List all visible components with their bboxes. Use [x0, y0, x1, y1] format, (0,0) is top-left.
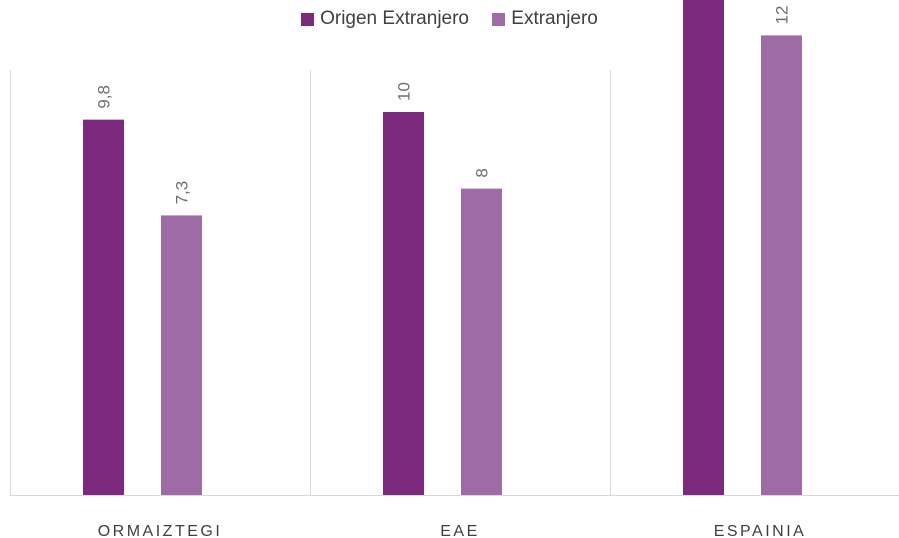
data-label: 12	[773, 5, 792, 24]
category-label: ESPAINIA	[714, 523, 807, 538]
legend-label-extranjero: Extranjero	[511, 8, 598, 29]
data-label: 8	[473, 168, 492, 177]
bar	[461, 188, 502, 495]
data-label: 7,3	[173, 181, 192, 205]
bar	[161, 215, 202, 495]
category-label: ORMAIZTEGI	[98, 523, 223, 538]
bar	[683, 0, 724, 496]
category-label: EAE	[440, 523, 480, 538]
legend-swatch-extranjero	[492, 12, 506, 26]
legend-item-extranjero: Extranjero	[492, 8, 598, 30]
data-label: 10	[395, 82, 414, 101]
bar	[383, 112, 424, 495]
legend-label-origen-extranjero: Origen Extranjero	[320, 8, 469, 29]
bar	[83, 119, 124, 495]
legend-swatch-origen-extranjero	[301, 12, 315, 26]
legend: Origen Extranjero Extranjero	[0, 8, 899, 32]
legend-item-origen-extranjero: Origen Extranjero	[301, 8, 469, 30]
data-label: 9,8	[95, 85, 114, 109]
bar	[761, 35, 802, 496]
